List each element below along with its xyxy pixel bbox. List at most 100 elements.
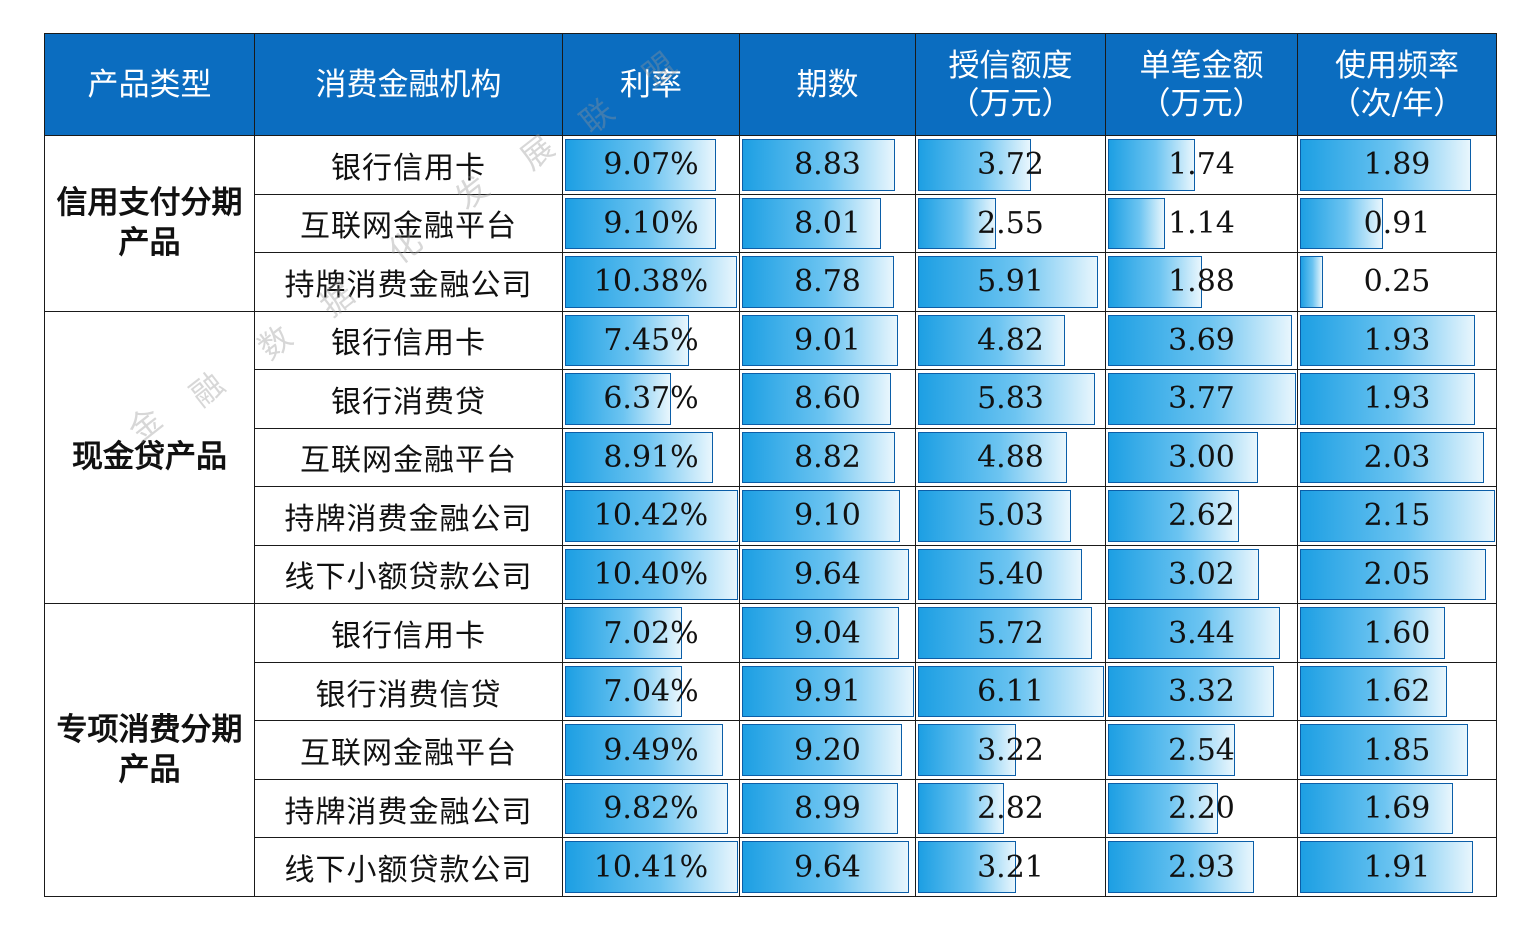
cell-value: 7.45% <box>603 322 699 358</box>
amount-cell: 2.20 <box>1105 778 1298 839</box>
rate-cell: 9.07% <box>562 135 740 195</box>
data-bar <box>1108 607 1280 659</box>
table-header: 产品类型 消费金融机构 利率 期数 授信额度 （万元） 单笔金额 （万元） 使用频率 （次/… <box>44 33 1497 136</box>
cell-value: 8.78 <box>794 264 861 300</box>
credit-cell: 5.03 <box>915 486 1106 546</box>
freq-cell: 1.69 <box>1297 778 1497 839</box>
cell-value: 8.60 <box>794 381 861 417</box>
cell-value: 1.62 <box>1363 674 1431 710</box>
periods-cell: 9.04 <box>739 603 916 663</box>
cell-value: 2.54 <box>1168 732 1235 768</box>
credit-cell: 3.21 <box>915 837 1106 897</box>
table-body: 信用支付分期 产品 银行信用卡 9.07% 8.83 3.72 1.74 1.89 互联网金融… <box>44 135 1497 897</box>
cell-value: 9.49% <box>603 732 699 768</box>
institution-cell: 持牌消费金融公司 <box>254 252 563 312</box>
cell-value: 2.03 <box>1363 439 1431 475</box>
periods-cell: 8.78 <box>739 252 916 312</box>
data-bar <box>1300 548 1486 601</box>
data-bar <box>1108 548 1259 601</box>
data-bar <box>565 314 689 367</box>
data-bar <box>565 724 723 776</box>
data-bar <box>1300 314 1475 367</box>
data-bar <box>565 548 738 601</box>
header-product-type: 产品类型 <box>44 33 255 136</box>
rate-cell: 8.91% <box>562 427 740 488</box>
rate-cell: 10.38% <box>562 252 740 312</box>
amount-cell: 2.62 <box>1105 486 1298 546</box>
cell-value: 1.91 <box>1363 849 1431 885</box>
freq-cell: 1.91 <box>1297 837 1497 897</box>
data-bar <box>742 139 895 191</box>
credit-cell: 4.88 <box>915 427 1106 488</box>
institution-cell: 银行信用卡 <box>254 135 563 195</box>
freq-cell: 2.03 <box>1297 427 1497 488</box>
cell-value: 8.91% <box>603 439 699 475</box>
cell-value: 9.82% <box>603 791 699 827</box>
table-row: 信用支付分期 产品 银行信用卡 9.07% 8.83 3.72 1.74 1.89 <box>44 135 1497 312</box>
consumer-finance-table: 产品类型 消费金融机构 利率 期数 授信额度 （万元） 单笔金额 （万元） 使用频率 （次/… <box>44 33 1497 897</box>
periods-cell: 9.64 <box>739 837 916 897</box>
periods-cell: 9.01 <box>739 310 916 371</box>
data-bar <box>1108 314 1292 367</box>
amount-cell: 1.88 <box>1105 252 1298 312</box>
cell-value: 9.91 <box>794 674 861 710</box>
cell-value: 4.82 <box>977 322 1044 358</box>
cell-value: 3.44 <box>1168 615 1235 651</box>
table-row: 银行消费贷 6.37% 8.60 5.83 3.77 1.93 <box>45 369 1497 429</box>
institution-cell: 银行消费贷 <box>254 369 563 429</box>
data-bar <box>742 373 891 425</box>
data-bar <box>1300 782 1453 835</box>
periods-cell: 9.20 <box>739 720 916 780</box>
cell-value: 1.93 <box>1363 381 1431 417</box>
data-bar <box>1108 256 1202 308</box>
data-bar <box>565 665 682 718</box>
amount-cell: 3.77 <box>1105 369 1298 429</box>
data-bar <box>1108 490 1239 542</box>
credit-cell: 6.11 <box>915 661 1106 722</box>
header-institution: 消费金融机构 <box>254 33 563 136</box>
freq-cell: 1.85 <box>1297 720 1497 780</box>
periods-cell: 9.64 <box>739 544 916 605</box>
table-row: 持牌消费金融公司 10.38% 8.78 5.91 1.88 0.25 <box>45 252 1497 312</box>
cell-value: 3.02 <box>1168 556 1235 592</box>
freq-cell: 2.05 <box>1297 544 1497 605</box>
rate-cell: 9.10% <box>562 193 740 254</box>
cell-value: 3.77 <box>1168 381 1235 417</box>
data-bar <box>918 548 1082 601</box>
data-bar <box>918 314 1065 367</box>
data-bar <box>1300 607 1445 659</box>
header-periods: 期数 <box>739 33 916 136</box>
cell-value: 3.32 <box>1168 674 1235 710</box>
data-bar <box>1108 841 1254 893</box>
institution-cell: 线下小额贷款公司 <box>254 544 563 605</box>
product-category-cell: 现金贷产品 <box>44 310 255 605</box>
periods-cell: 8.01 <box>739 193 916 254</box>
data-bar <box>918 139 1031 191</box>
data-bar <box>1108 782 1218 835</box>
data-bar <box>1300 724 1468 776</box>
data-bar <box>918 841 1016 893</box>
cell-value: 1.69 <box>1363 791 1431 827</box>
cell-value: 5.72 <box>977 615 1044 651</box>
data-bar <box>1108 431 1258 484</box>
freq-cell: 1.62 <box>1297 661 1497 722</box>
cell-value: 8.82 <box>794 439 861 475</box>
cell-value: 10.38% <box>593 264 709 300</box>
table-row: 持牌消费金融公司 10.42% 9.10 5.03 2.62 2.15 <box>45 486 1497 546</box>
data-bar <box>565 373 671 425</box>
data-bar <box>565 607 682 659</box>
table-row: 互联网金融平台 9.10% 8.01 2.55 1.14 0.91 <box>45 193 1497 254</box>
cell-value: 2.62 <box>1168 498 1235 534</box>
periods-cell: 8.82 <box>739 427 916 488</box>
data-bar <box>742 197 881 250</box>
data-bar <box>565 841 738 893</box>
table-row: 银行消费信贷 7.04% 9.91 6.11 3.32 1.62 <box>45 661 1497 722</box>
periods-cell: 8.99 <box>739 778 916 839</box>
cell-value: 5.91 <box>977 264 1044 300</box>
cell-value: 9.10% <box>603 205 699 241</box>
data-bar <box>1108 139 1195 191</box>
amount-cell: 3.02 <box>1105 544 1298 605</box>
cell-value: 9.64 <box>794 556 861 592</box>
data-bar <box>742 841 909 893</box>
cell-value: 10.42% <box>593 498 709 534</box>
